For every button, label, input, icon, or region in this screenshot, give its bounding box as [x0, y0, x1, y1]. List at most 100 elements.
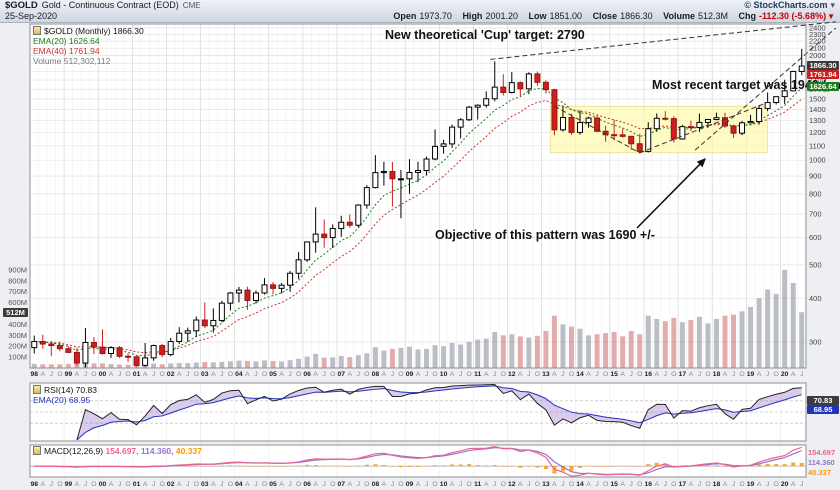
svg-text:98: 98: [30, 371, 38, 378]
svg-text:A: A: [177, 481, 182, 488]
svg-text:800M: 800M: [8, 276, 27, 285]
copyright-link[interactable]: © StockCharts.com: [744, 0, 828, 10]
svg-text:O: O: [774, 371, 779, 378]
svg-text:01: 01: [133, 481, 141, 488]
cup-target-annotation: New theoretical 'Cup' target: 2790: [385, 28, 585, 42]
svg-text:O: O: [603, 371, 608, 378]
svg-text:1700: 1700: [809, 76, 826, 85]
volume-bars: [31, 269, 805, 368]
svg-text:A: A: [211, 481, 216, 488]
series-icon: [33, 26, 41, 35]
svg-text:10: 10: [440, 481, 448, 488]
svg-text:J: J: [561, 371, 564, 378]
svg-text:700M: 700M: [8, 287, 27, 296]
high-value: 2001.20: [485, 10, 518, 21]
svg-text:O: O: [432, 481, 437, 488]
series-legend: $GOLD (Monthly) 1866.30: [44, 26, 144, 36]
svg-text:2100: 2100: [809, 44, 826, 53]
svg-text:04: 04: [235, 371, 243, 378]
svg-text:99: 99: [65, 481, 73, 488]
svg-text:O: O: [501, 481, 506, 488]
svg-text:300: 300: [809, 337, 822, 346]
svg-text:A: A: [654, 371, 659, 378]
ema20-badge: 1626.64: [807, 82, 839, 91]
svg-text:300M: 300M: [8, 331, 27, 340]
svg-text:00: 00: [99, 481, 107, 488]
svg-text:16: 16: [644, 481, 652, 488]
svg-text:200M: 200M: [8, 342, 27, 351]
svg-text:2400: 2400: [809, 24, 826, 33]
macd-panel: [30, 445, 806, 477]
chevron-down-icon[interactable]: ▾: [830, 0, 835, 10]
svg-text:O: O: [296, 371, 301, 378]
svg-text:19: 19: [747, 481, 755, 488]
svg-text:J: J: [732, 371, 735, 378]
svg-text:J: J: [152, 481, 155, 488]
svg-text:A: A: [586, 481, 591, 488]
svg-text:J: J: [220, 371, 223, 378]
svg-text:13: 13: [542, 481, 550, 488]
svg-text:01: 01: [133, 371, 141, 378]
header-row-quote: 25-Sep-2020 Open 1973.70 High 2001.20 Low 1…: [5, 10, 835, 21]
open-value: 1973.70: [419, 10, 452, 21]
svg-text:19: 19: [747, 371, 755, 378]
svg-text:J: J: [664, 371, 667, 378]
svg-text:J: J: [391, 481, 394, 488]
rsi-ema-line: [76, 385, 802, 441]
svg-text:O: O: [296, 481, 301, 488]
svg-text:A: A: [791, 371, 796, 378]
svg-text:J: J: [800, 371, 803, 378]
svg-text:400M: 400M: [8, 320, 27, 329]
svg-text:05: 05: [269, 371, 277, 378]
svg-text:J: J: [322, 481, 325, 488]
svg-text:13: 13: [542, 371, 550, 378]
svg-text:J: J: [50, 371, 53, 378]
svg-text:O: O: [467, 371, 472, 378]
svg-text:A: A: [791, 481, 796, 488]
svg-text:O: O: [160, 481, 165, 488]
svg-text:09: 09: [406, 481, 414, 488]
svg-text:100M: 100M: [8, 353, 27, 362]
svg-text:J: J: [152, 371, 155, 378]
svg-text:O: O: [228, 481, 233, 488]
svg-text:J: J: [425, 371, 428, 378]
volume-legend: Volume 512,302,112: [33, 56, 111, 66]
svg-text:1400: 1400: [809, 105, 826, 114]
rsi-icon: [33, 385, 41, 394]
svg-text:1000: 1000: [809, 156, 826, 165]
svg-text:06: 06: [303, 481, 311, 488]
ema40-badge: 1761.94: [807, 70, 839, 79]
svg-text:12: 12: [508, 371, 516, 378]
svg-text:O: O: [535, 371, 540, 378]
svg-text:A: A: [109, 481, 114, 488]
svg-text:J: J: [459, 371, 462, 378]
low-label: Low: [528, 10, 547, 21]
svg-text:J: J: [425, 481, 428, 488]
svg-text:600: 600: [809, 233, 822, 242]
svg-text:J: J: [288, 371, 291, 378]
svg-text:O: O: [671, 371, 676, 378]
svg-text:A: A: [450, 371, 455, 378]
svg-text:O: O: [160, 371, 165, 378]
svg-text:O: O: [739, 481, 744, 488]
rsi-panel: [30, 383, 806, 441]
ema40-legend: EMA(40) 1761.94: [33, 46, 100, 56]
low-value: 1851.00: [549, 10, 583, 21]
svg-text:900: 900: [809, 172, 822, 181]
macd-signal-value: 114.360,: [140, 446, 174, 456]
svg-text:J: J: [766, 481, 769, 488]
svg-text:O: O: [364, 371, 369, 378]
svg-text:O: O: [125, 481, 130, 488]
svg-text:A: A: [484, 481, 489, 488]
volume-value: 512.3M: [697, 10, 729, 21]
svg-text:600M: 600M: [8, 298, 27, 307]
chart-date: 25-Sep-2020: [5, 10, 58, 21]
svg-text:J: J: [766, 371, 769, 378]
svg-text:99: 99: [65, 371, 73, 378]
svg-text:A: A: [143, 371, 148, 378]
macd-hist-axis-value: 40.337: [808, 468, 831, 477]
open-label: Open: [393, 10, 417, 21]
svg-text:J: J: [459, 481, 462, 488]
svg-text:J: J: [254, 371, 257, 378]
svg-text:O: O: [705, 371, 710, 378]
